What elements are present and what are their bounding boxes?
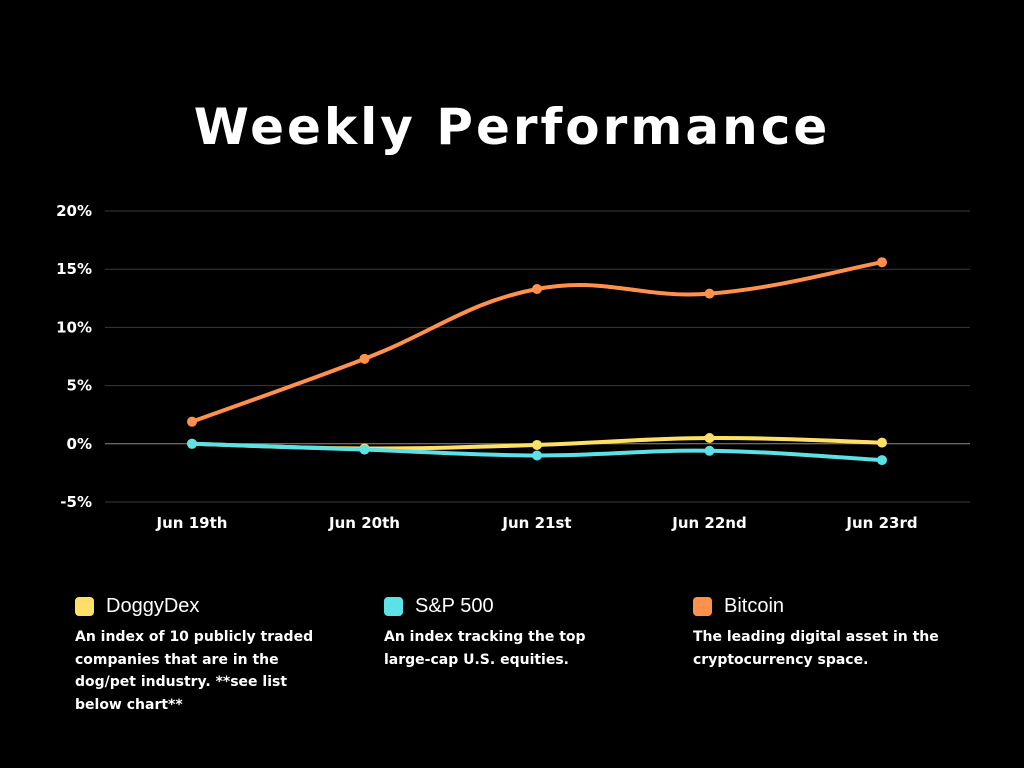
- data-point-bitcoin: [187, 416, 197, 427]
- legend-item-bitcoin: Bitcoin The leading digital asset in the…: [693, 594, 953, 671]
- legend-description-bitcoin: The leading digital asset in the cryptoc…: [693, 629, 939, 668]
- legend-swatch-doggydex: [75, 596, 94, 616]
- legend-swatch-bitcoin: [693, 596, 712, 616]
- legend-description-doggydex: An index of 10 publicly traded companies…: [75, 629, 314, 713]
- y-tick-label: 15%: [56, 260, 92, 278]
- chart-title: Weekly Performance: [193, 98, 831, 156]
- data-point-s-p-500: [532, 450, 542, 461]
- data-point-s-p-500: [359, 444, 370, 455]
- data-point-bitcoin: [359, 353, 370, 364]
- line-chart: 20% 15% 10% 5% 0% -5% Jun 19th Jun 20th Jun 21s…: [56, 202, 970, 532]
- legend-swatch-sp500: [384, 596, 403, 616]
- data-point-s-p-500: [704, 445, 715, 456]
- data-point-bitcoin: [532, 283, 542, 294]
- data-point-doggydex: [877, 437, 887, 448]
- x-tick-label: Jun 21st: [501, 514, 571, 532]
- legend-item-sp500: S&P 500 An index tracking the top large-…: [384, 594, 644, 671]
- data-point-bitcoin: [704, 288, 715, 299]
- y-tick-label: -5%: [60, 493, 92, 511]
- data-point-doggydex: [704, 432, 715, 443]
- data-point-doggydex: [532, 439, 542, 450]
- data-point-s-p-500: [187, 438, 197, 449]
- data-point-s-p-500: [877, 455, 887, 466]
- x-tick-label: Jun 20th: [328, 514, 400, 532]
- y-tick-label: 0%: [67, 435, 92, 453]
- x-tick-label: Jun 19th: [156, 514, 228, 532]
- legend-description-sp500: An index tracking the top large-cap U.S.…: [384, 629, 586, 668]
- y-tick-label: 10%: [56, 318, 92, 336]
- x-tick-label: Jun 22nd: [671, 514, 746, 532]
- x-tick-label: Jun 23rd: [845, 514, 917, 532]
- legend-label-bitcoin: Bitcoin: [724, 594, 785, 617]
- data-point-bitcoin: [877, 257, 887, 268]
- legend-label-sp500: S&P 500: [415, 594, 494, 617]
- y-tick-label: 5%: [67, 377, 92, 395]
- y-tick-label: 20%: [56, 202, 92, 220]
- legend-label-doggydex: DoggyDex: [106, 594, 200, 617]
- legend-item-doggydex: DoggyDex An index of 10 publicly traded …: [75, 594, 335, 716]
